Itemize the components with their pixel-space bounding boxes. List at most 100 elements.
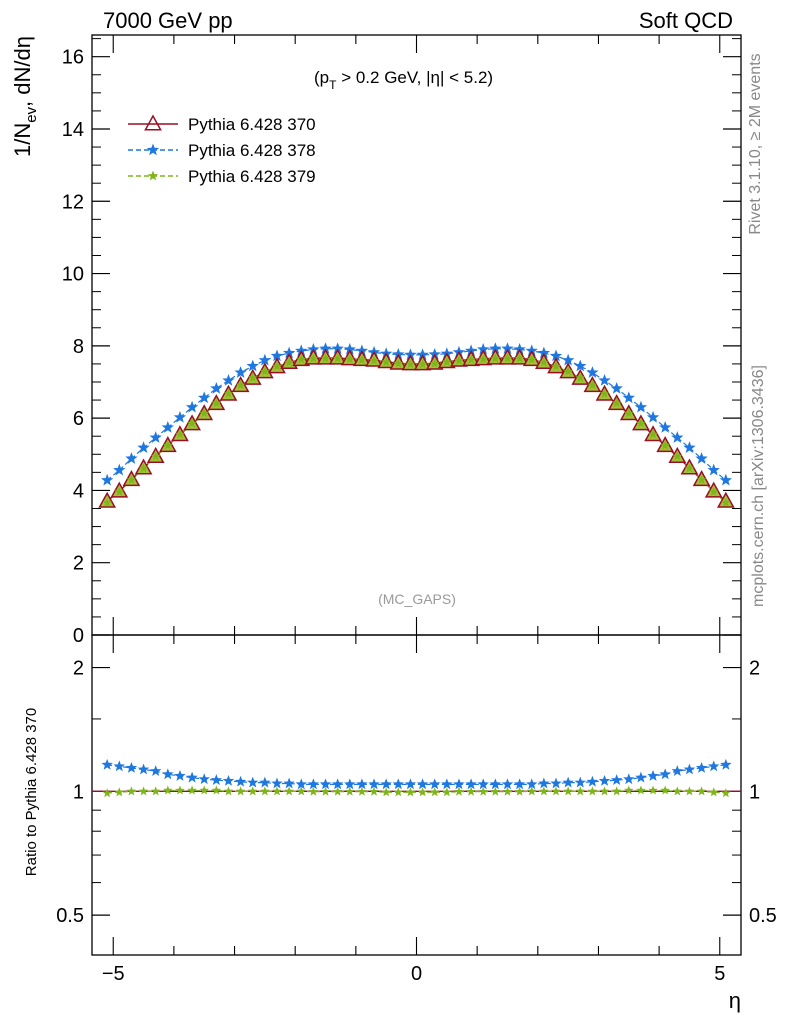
data-point-p378 bbox=[185, 400, 199, 413]
data-point-p378 bbox=[683, 441, 696, 454]
x-tick-label: 0 bbox=[411, 963, 422, 985]
ratio-point-p378 bbox=[222, 774, 235, 786]
data-point-p378 bbox=[234, 366, 247, 378]
ratio-point-p379 bbox=[199, 785, 209, 795]
ratio-point-p379 bbox=[672, 786, 683, 796]
ratio-point-p379 bbox=[539, 786, 549, 796]
ratio-point-p379 bbox=[587, 786, 598, 796]
data-point-p378 bbox=[113, 463, 126, 476]
x-tick-label: 5 bbox=[714, 963, 725, 985]
ratio-point-p378 bbox=[162, 768, 174, 780]
ratio-point-p379 bbox=[369, 786, 379, 796]
ratio-point-p379 bbox=[175, 785, 185, 795]
ratio-point-p379 bbox=[235, 786, 246, 796]
data-point-p379 bbox=[648, 429, 658, 439]
ratio-point-p379 bbox=[345, 786, 355, 796]
ratio-point-p379 bbox=[490, 786, 501, 796]
data-point-p379 bbox=[672, 451, 683, 461]
ratio-tick-label: 0.5 bbox=[749, 905, 777, 927]
y-tick-label: 2 bbox=[73, 553, 84, 575]
ratio-x-axis: −5 0 5 bbox=[102, 635, 725, 985]
legend: Pythia 6.428 370 Pythia 6.428 378 Pythia… bbox=[128, 114, 316, 186]
ratio-point-p379 bbox=[187, 785, 197, 795]
data-point-p379 bbox=[381, 357, 391, 367]
data-point-p378 bbox=[246, 359, 259, 372]
data-point-p379 bbox=[211, 398, 222, 408]
data-point-p379 bbox=[138, 463, 149, 473]
data-point-p378 bbox=[695, 452, 708, 464]
ratio-point-p378 bbox=[380, 778, 392, 790]
data-point-p378 bbox=[319, 342, 332, 354]
ratio-point-p379 bbox=[514, 786, 525, 796]
ratio-point-p378 bbox=[234, 775, 247, 787]
data-point-p378 bbox=[416, 348, 429, 361]
data-point-p378 bbox=[622, 391, 635, 404]
ratio-point-p378 bbox=[598, 774, 611, 786]
ratio-point-p378 bbox=[137, 763, 150, 775]
data-point-p379 bbox=[187, 418, 197, 428]
data-point-p379 bbox=[199, 408, 209, 418]
ratio-point-p379 bbox=[320, 786, 331, 796]
data-point-p379 bbox=[502, 353, 513, 363]
ratio-point-p378 bbox=[356, 778, 368, 790]
ratio-point-p378 bbox=[659, 768, 671, 780]
ratio-point-p379 bbox=[308, 786, 319, 796]
y-tick-label: 8 bbox=[73, 336, 84, 358]
data-point-p378 bbox=[258, 353, 272, 366]
data-point-p378 bbox=[501, 342, 514, 354]
ratio-point-p379 bbox=[357, 786, 367, 796]
ratio-point-p378 bbox=[465, 778, 477, 790]
data-point-p379 bbox=[624, 408, 634, 418]
ratio-point-p379 bbox=[466, 786, 476, 796]
y-tick-label: 14 bbox=[62, 119, 84, 141]
ratio-line-p379 bbox=[107, 789, 726, 794]
ratio-point-p378 bbox=[331, 778, 344, 790]
ratio-point-p378 bbox=[307, 778, 320, 790]
ratio-point-p379 bbox=[126, 786, 137, 796]
data-point-p378 bbox=[646, 410, 660, 423]
data-point-p379 bbox=[575, 373, 586, 383]
data-point-p378 bbox=[149, 431, 162, 443]
ratio-point-p379 bbox=[696, 786, 707, 796]
data-point-p379 bbox=[308, 353, 319, 363]
data-point-p379 bbox=[150, 451, 161, 461]
ratio-point-p378 bbox=[562, 776, 574, 788]
ratio-point-p379 bbox=[296, 786, 307, 796]
ratio-point-p379 bbox=[102, 788, 112, 798]
ratio-point-p379 bbox=[138, 786, 149, 796]
ratio-point-p378 bbox=[647, 769, 659, 781]
ratio-point-p378 bbox=[210, 774, 223, 785]
ratio-y-axis-label: Ratio to Pythia 6.428 370 bbox=[23, 708, 40, 876]
ratio-point-p379 bbox=[599, 786, 610, 796]
legend-label-p378: Pythia 6.428 378 bbox=[188, 141, 316, 160]
data-point-p379 bbox=[454, 355, 464, 365]
data-point-p378 bbox=[125, 452, 138, 464]
data-point-p378 bbox=[477, 342, 490, 355]
data-point-p379 bbox=[551, 361, 561, 371]
data-point-p378 bbox=[404, 348, 417, 361]
ratio-point-p379 bbox=[381, 787, 391, 797]
data-point-p379 bbox=[514, 353, 525, 363]
data-point-p378 bbox=[489, 342, 502, 354]
data-point-p379 bbox=[660, 440, 670, 450]
ratio-point-p378 bbox=[368, 778, 380, 790]
ratio-tick-label: 2 bbox=[73, 658, 84, 680]
ratio-point-p378 bbox=[113, 760, 125, 772]
data-point-p378 bbox=[100, 473, 114, 486]
ratio-point-p378 bbox=[392, 778, 405, 790]
data-point-p379 bbox=[284, 357, 294, 367]
y-tick-label: 12 bbox=[62, 191, 84, 213]
ratio-point-p379 bbox=[247, 786, 258, 796]
data-point-p379 bbox=[429, 358, 440, 368]
legend-marker-p378 bbox=[146, 143, 160, 156]
legend-marker-p379 bbox=[147, 170, 159, 181]
ratio-tick-label: 1 bbox=[749, 781, 760, 803]
ratio-point-p379 bbox=[284, 786, 294, 796]
legend-entry-p378: Pythia 6.428 378 bbox=[128, 141, 316, 160]
header-left-label: 7000 GeV pp bbox=[103, 8, 233, 33]
ratio-point-p378 bbox=[708, 760, 720, 772]
ratio-point-p379 bbox=[150, 786, 161, 796]
ratio-point-p378 bbox=[174, 769, 186, 781]
data-point-p379 bbox=[260, 366, 270, 376]
